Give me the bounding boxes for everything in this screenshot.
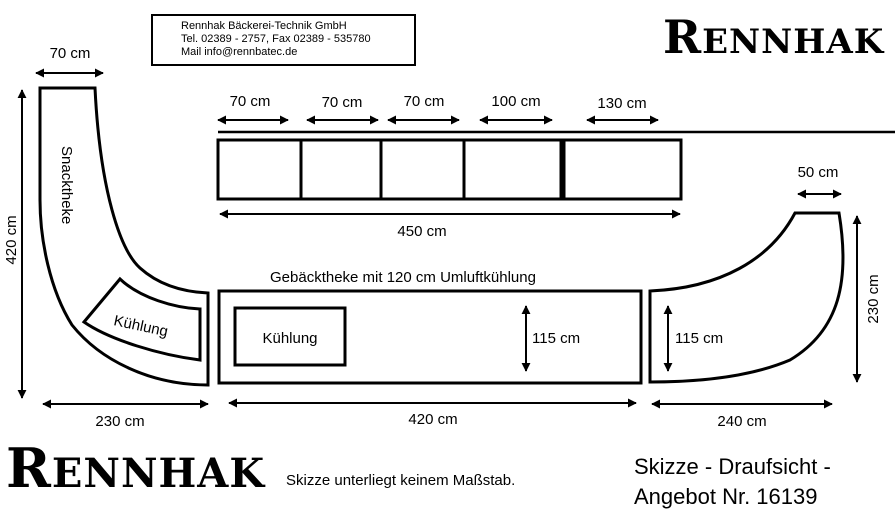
dim-label-right-top: 50 cm xyxy=(798,164,839,181)
scale-note: Skizze unterliegt keinem Maßstab. xyxy=(286,472,516,489)
dim-label-left-width: 70 cm xyxy=(50,45,91,62)
back-unit-4 xyxy=(462,138,563,201)
dim-label-unit-3: 70 cm xyxy=(404,93,445,110)
sketch-title: Skizze - Draufsicht - Angebot Nr. 16139 xyxy=(634,452,831,512)
left-cooling-unit xyxy=(81,276,202,362)
sketch-title-line1: Skizze - Draufsicht - xyxy=(634,454,831,479)
company-phone: Tel. 02389 - 2757, Fax 02389 - 535780 xyxy=(181,33,371,45)
dim-label-unit-4: 100 cm xyxy=(491,93,540,110)
dim-label-middle-length: 420 cm xyxy=(408,411,457,428)
dim-label-right-height: 230 cm xyxy=(865,274,882,323)
offer-number: Angebot Nr. 16139 xyxy=(634,484,818,509)
dim-label-middle-depth: 115 cm xyxy=(532,330,580,347)
back-unit-3 xyxy=(379,138,466,201)
dim-label-unit-1: 70 cm xyxy=(230,93,271,110)
dim-label-left-bottom: 230 cm xyxy=(95,413,144,430)
dim-label-unit-5: 130 cm xyxy=(597,95,646,112)
dim-label-right-depth: 115 cm xyxy=(675,330,723,347)
company-contact-box: Rennhak Bäckerei-Technik GmbH Tel. 02389… xyxy=(151,14,416,66)
right-curved-counter xyxy=(648,211,845,384)
snack-counter-label: Snacktheke xyxy=(58,146,75,224)
dim-label-unit-2: 70 cm xyxy=(322,94,363,111)
rennhak-logo-top: RENNHAK xyxy=(663,10,885,64)
company-name: Rennhak Bäckerei-Technik GmbH xyxy=(181,20,347,32)
dim-label-right-bottom: 240 cm xyxy=(717,413,766,430)
dim-label-left-height: 420 cm xyxy=(3,215,20,264)
middle-cooling-label: Kühlung xyxy=(262,330,317,347)
rennhak-logo-bottom: RENNHAK xyxy=(6,436,266,500)
back-unit-1 xyxy=(216,138,303,201)
dim-label-total: 450 cm xyxy=(397,223,446,240)
back-unit-2 xyxy=(299,138,383,201)
company-mail: Mail info@rennbatec.de xyxy=(181,46,298,58)
back-unit-5 xyxy=(562,138,683,201)
middle-cooling-unit xyxy=(233,306,347,367)
pastry-counter-title: Gebäcktheke mit 120 cm Umluftkühlung xyxy=(270,269,536,286)
